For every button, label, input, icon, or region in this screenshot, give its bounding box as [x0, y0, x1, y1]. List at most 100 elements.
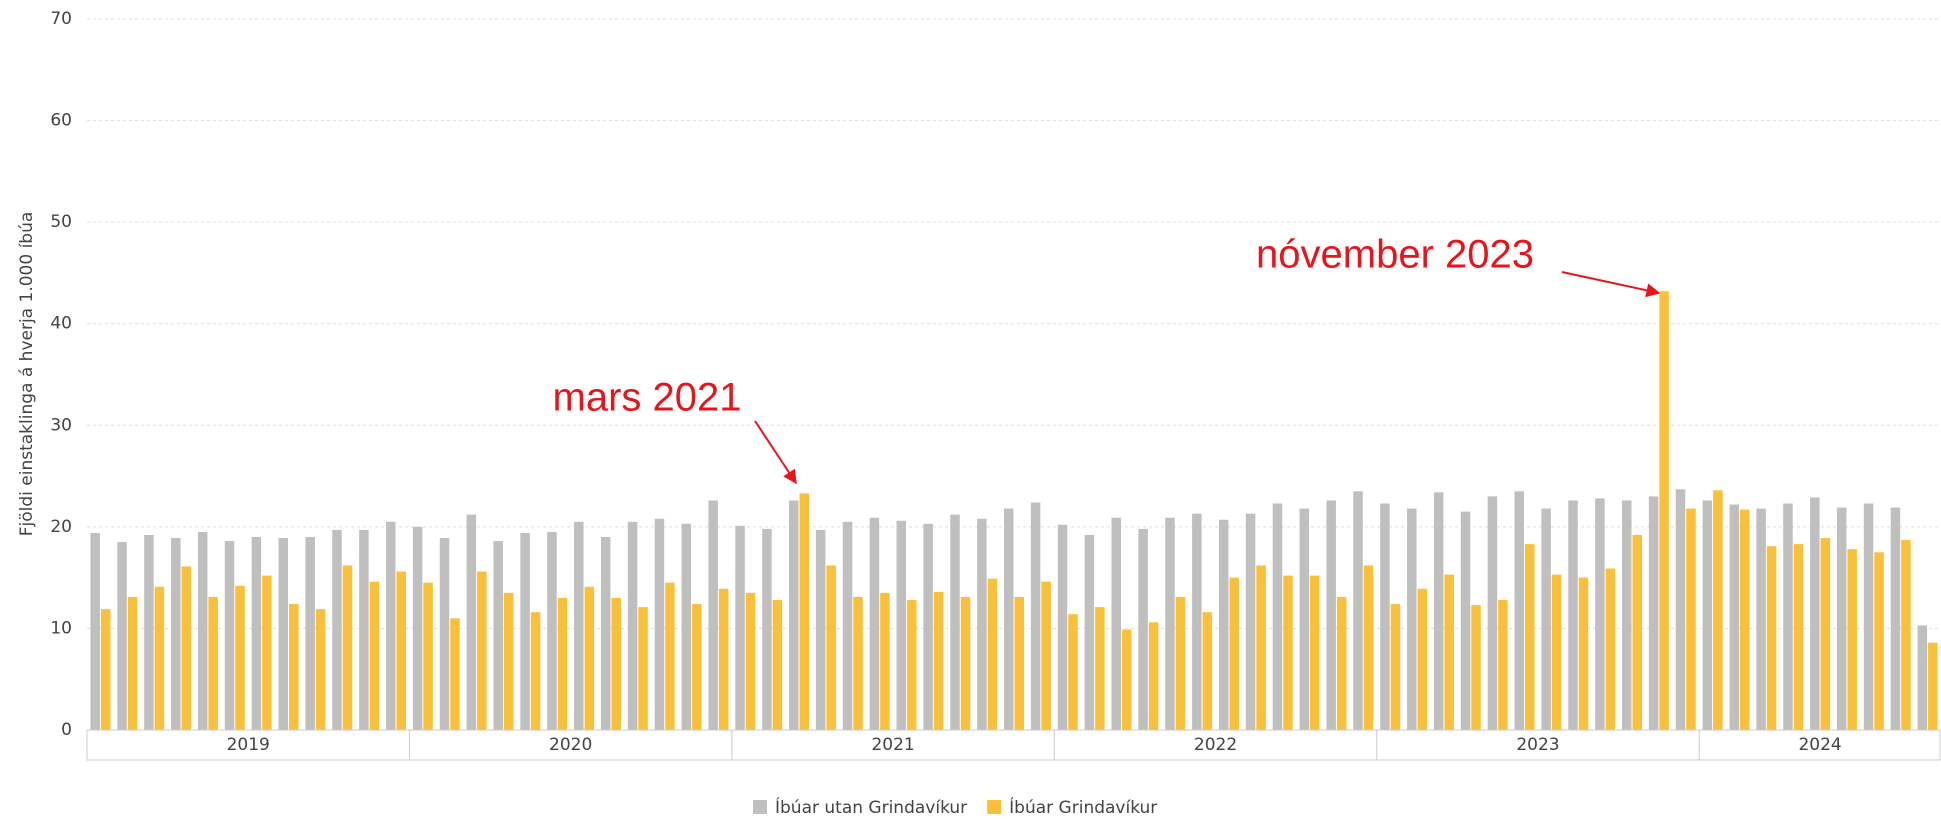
bar — [1541, 508, 1551, 730]
bar — [127, 596, 138, 730]
bar — [278, 538, 289, 730]
bar — [1165, 517, 1175, 730]
bar — [1729, 504, 1739, 730]
bar — [208, 596, 218, 730]
bar — [1783, 503, 1793, 730]
bar — [815, 529, 826, 730]
bar — [1739, 509, 1750, 730]
x-axis-box — [86, 729, 1941, 761]
bar — [789, 500, 799, 730]
bar — [1326, 500, 1336, 730]
bar — [1138, 528, 1148, 730]
bar — [90, 532, 100, 730]
y-tick-label: 60 — [50, 111, 72, 131]
bar — [1810, 497, 1820, 730]
bar — [1229, 577, 1239, 730]
bar — [960, 596, 971, 730]
bar — [305, 537, 315, 730]
x-group-label: 2021 — [871, 735, 914, 755]
bar — [332, 529, 342, 730]
bar — [665, 582, 675, 730]
bar — [530, 612, 541, 730]
legend-swatch — [987, 800, 1002, 814]
annotation-arrow — [754, 420, 797, 485]
bar — [977, 518, 987, 730]
bar — [1874, 552, 1884, 730]
bar — [826, 565, 836, 730]
bar — [1460, 511, 1471, 730]
bar — [853, 596, 863, 730]
bar — [1568, 500, 1578, 730]
bar — [547, 531, 557, 730]
bar — [1380, 503, 1390, 730]
bar — [342, 565, 353, 730]
bar — [1847, 549, 1857, 730]
bar — [412, 526, 423, 730]
bar — [359, 529, 369, 730]
bar — [1578, 577, 1589, 730]
legend-label: Íbúar utan Grindavíkur — [775, 796, 967, 818]
bar — [1605, 568, 1616, 730]
bar — [1030, 502, 1041, 730]
bar — [1648, 496, 1659, 730]
bar — [1417, 588, 1428, 730]
bar — [1471, 605, 1481, 730]
bar — [1713, 490, 1723, 730]
bar — [557, 597, 568, 730]
bar — [1175, 596, 1186, 730]
bar — [1111, 517, 1121, 730]
bar — [574, 521, 584, 730]
bar — [181, 566, 192, 730]
bar — [1793, 544, 1804, 730]
bar — [627, 521, 638, 730]
bar — [745, 592, 756, 730]
bar — [600, 537, 611, 730]
bar — [289, 604, 299, 730]
bar — [450, 618, 460, 730]
bar — [638, 607, 648, 730]
bar — [1121, 629, 1132, 730]
bar — [1041, 581, 1051, 730]
bar — [1766, 546, 1777, 730]
bar — [950, 514, 960, 730]
bar — [100, 609, 111, 730]
bar — [154, 586, 165, 730]
bar — [251, 537, 262, 730]
bar — [1272, 503, 1283, 730]
bar — [923, 523, 933, 730]
y-tick-label: 10 — [50, 618, 72, 638]
bar — [772, 599, 783, 730]
bar — [1057, 524, 1068, 730]
bar — [117, 542, 127, 730]
bar — [1004, 508, 1014, 730]
bar — [466, 514, 477, 730]
bar — [692, 604, 702, 730]
bar — [708, 500, 718, 730]
bar — [1202, 612, 1213, 730]
bar — [654, 518, 665, 730]
bar — [1433, 492, 1444, 730]
bar — [1363, 565, 1374, 730]
bar — [735, 525, 745, 730]
x-group-label: 2024 — [1798, 735, 1841, 755]
x-group-label: 2020 — [549, 735, 592, 755]
bar — [1444, 574, 1454, 730]
bar — [584, 586, 595, 730]
y-tick-label: 50 — [50, 212, 72, 232]
bar — [1487, 496, 1498, 730]
bar — [1917, 625, 1928, 730]
bar — [907, 599, 917, 730]
annotation-arrow — [1561, 271, 1661, 298]
bar — [842, 521, 853, 730]
bar — [1675, 489, 1686, 730]
bar — [1068, 614, 1078, 730]
y-tick-label: 40 — [50, 314, 72, 334]
bar — [197, 531, 208, 730]
bar — [987, 578, 998, 730]
bar — [1299, 508, 1310, 730]
bar — [880, 592, 890, 730]
bar — [1095, 607, 1105, 730]
bar — [1702, 500, 1713, 730]
bar — [396, 571, 406, 730]
bar — [681, 523, 692, 730]
